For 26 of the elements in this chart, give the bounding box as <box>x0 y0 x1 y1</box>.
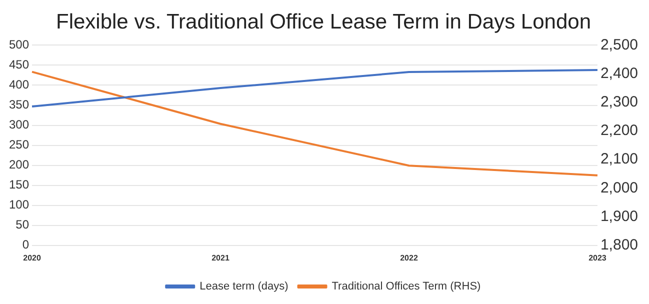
x-tick-label: 2020 <box>23 253 42 262</box>
y-tick-label: 350 <box>8 98 30 112</box>
x-tick-label: 2023 <box>588 253 607 262</box>
y2-tick-label: 2,500 <box>600 36 638 54</box>
y2-tick-label: 2,300 <box>600 94 638 111</box>
y2-tick-label: 1,800 <box>600 236 638 254</box>
legend-label: Lease term (days) <box>200 280 288 293</box>
y2-tick-label: 1,900 <box>600 208 638 225</box>
x-tick-label: 2021 <box>212 253 230 262</box>
x-tick-label: 2022 <box>400 253 418 262</box>
y-tick-label: 250 <box>8 138 30 152</box>
chart-title: Flexible vs. Traditional Office Lease Term in Days London <box>56 10 591 34</box>
y-tick-label: 150 <box>8 178 30 192</box>
y-tick-label: 200 <box>8 158 30 172</box>
y-tick-label: 100 <box>8 198 30 212</box>
y2-tick-label: 2,200 <box>600 122 638 140</box>
y2-tick-label: 2,100 <box>600 150 638 168</box>
y2-tick-label: 2,400 <box>600 64 638 82</box>
y-tick-label: 450 <box>8 58 30 72</box>
y2-tick-label: 2,000 <box>600 179 638 196</box>
y-tick-label: 400 <box>8 78 30 92</box>
y-tick-label: 300 <box>8 118 30 132</box>
y-tick-label: 500 <box>8 38 30 52</box>
y-tick-label: 50 <box>16 218 30 232</box>
y-tick-label: 0 <box>22 238 30 252</box>
legend-label: Traditional Offices Term (RHS) <box>332 280 481 293</box>
